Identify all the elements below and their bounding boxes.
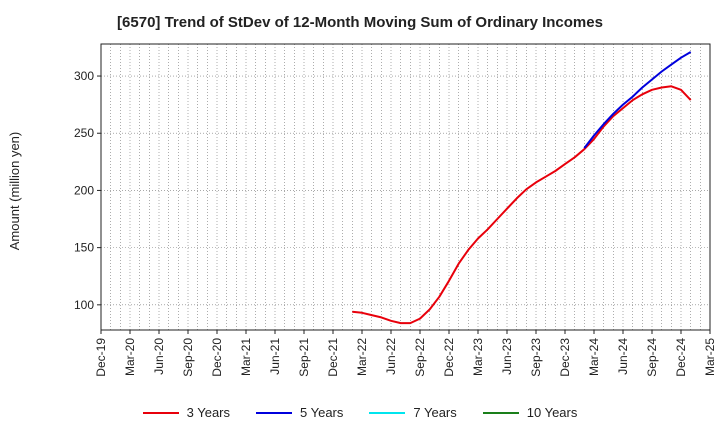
legend-swatch-5-years [256,411,292,414]
legend-label-10-years: 10 Years [526,405,578,420]
x-tick-label: Dec-21 [326,338,340,377]
legend-swatch-7-years [369,411,406,414]
x-tick-label: Mar-21 [239,338,253,376]
series-line-3-years [352,85,692,325]
legend-item-10-years: 10 Years [482,405,578,420]
x-tick-label: Sep-20 [181,338,195,377]
x-tick-label: Jun-24 [616,338,630,375]
y-tick-label: 200 [74,183,94,197]
x-tick-label: Mar-23 [471,338,485,376]
x-tick-label: Jun-23 [500,338,514,375]
y-tick-label: 150 [74,241,94,255]
x-tick-label: Sep-21 [297,338,311,377]
x-tick-label: Mar-24 [587,338,601,376]
series-layer [352,51,692,325]
chart-title: [6570] Trend of StDev of 12-Month Moving… [117,14,603,31]
x-tick-label: Dec-20 [210,338,224,377]
x-tick-label: Sep-23 [529,338,543,377]
x-tick-label: Dec-19 [94,338,108,377]
x-tick-label: Dec-24 [674,338,688,377]
x-tick-label: Dec-22 [442,338,456,377]
grid-layer [100,44,711,330]
legend-label-3-years: 3 Years [186,405,230,420]
y-tick-label: 300 [74,69,94,83]
x-tick-label: Mar-22 [355,338,369,376]
x-tick-label: Sep-24 [645,338,659,377]
legend: 3 Years 5 Years 7 Years 10 Years [0,405,720,420]
legend-item-5-years: 5 Years [256,405,343,420]
x-tick-label: Dec-23 [558,338,572,377]
legend-swatch-3-years [142,411,179,414]
x-tick-label: Jun-21 [268,338,282,375]
x-tick-label: Mar-25 [703,338,717,376]
legend-label-7-years: 7 Years [413,405,457,420]
plot-frame [100,43,711,331]
y-tick-label: 250 [74,126,94,140]
y-tick-label: 100 [74,298,94,312]
legend-label-5-years: 5 Years [300,405,344,420]
x-tick-label: Jun-20 [152,338,166,375]
y-axis-label: Amount (million yen) [7,132,22,251]
legend-item-7-years: 7 Years [369,405,457,420]
axis-layer: 100 150 200 250 300 Dec-19 Mar-20 Jun-20 Sep-20 D… [74,43,717,377]
x-tick-label: Sep-22 [413,338,427,377]
legend-swatch-10-years [482,411,519,414]
x-tick-label: Jun-22 [384,338,398,375]
legend-item-3-years: 3 Years [142,405,230,420]
x-tick-label: Mar-20 [123,338,137,376]
series-line-5-years [583,51,692,149]
